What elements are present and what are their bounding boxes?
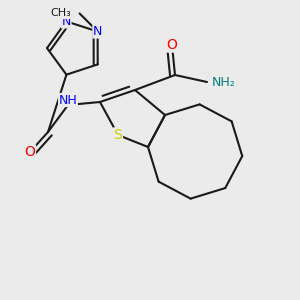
- Text: N: N: [61, 15, 71, 28]
- Text: O: O: [167, 38, 177, 52]
- Text: CH₃: CH₃: [51, 8, 72, 19]
- Text: N: N: [93, 25, 102, 38]
- Text: S: S: [114, 128, 122, 142]
- Text: O: O: [25, 145, 35, 159]
- Text: NH₂: NH₂: [212, 76, 236, 88]
- Text: NH: NH: [58, 94, 77, 106]
